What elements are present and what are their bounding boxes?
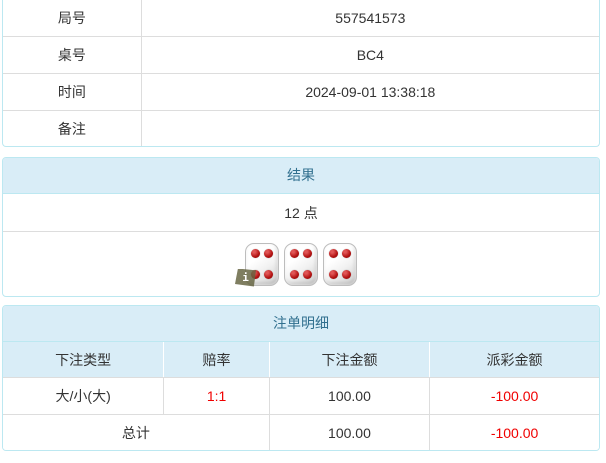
die-pip — [329, 249, 338, 259]
die-1: i — [235, 242, 279, 287]
die-pip — [290, 249, 299, 259]
total-payout-amount: -100.00 — [429, 415, 599, 450]
die-pip — [264, 269, 273, 279]
table-row: 局号 557541573 — [3, 0, 599, 36]
col-payout-amount: 派彩金额 — [429, 342, 599, 377]
dice-row: i — [3, 232, 599, 296]
time-value: 2024-09-01 13:38:18 — [305, 84, 436, 100]
die-pip — [303, 269, 312, 279]
bet-amount-value: 100.00 — [268, 378, 429, 414]
die-3 — [323, 242, 357, 286]
die-pip — [264, 249, 273, 259]
total-bet-amount: 100.00 — [268, 415, 429, 450]
table-row: 备注 — [3, 110, 599, 146]
die-face-4 — [284, 242, 318, 286]
bets-header-row: 下注类型 赔率 下注金额 派彩金额 — [3, 342, 599, 378]
game-info-table: 局号 557541573 桌号 BC4 时间 2024-09-01 13:38:… — [2, 0, 600, 147]
table-number-label: 桌号 — [3, 37, 142, 73]
die-pip — [290, 269, 299, 279]
bet-details-panel: 注单明细 下注类型 赔率 下注金额 派彩金额 大/小(大) 1:1 100.00… — [2, 305, 600, 451]
table-row: 时间 2024-09-01 13:38:18 — [3, 73, 599, 110]
total-label: 总计 — [121, 424, 150, 441]
die-2 — [284, 242, 318, 286]
remark-value — [142, 111, 599, 146]
die-pip — [251, 249, 260, 259]
bet-row: 大/小(大) 1:1 100.00 -100.00 — [3, 378, 599, 415]
info-badge-icon[interactable]: i — [235, 268, 256, 287]
page: 局号 557541573 桌号 BC4 时间 2024-09-01 13:38:… — [2, 0, 600, 451]
result-points: 12 点 — [3, 194, 599, 232]
result-panel-title: 结果 — [3, 158, 599, 194]
payout-amount-value: -100.00 — [429, 378, 599, 414]
die-pip — [303, 249, 312, 259]
odds-value: 1:1 — [163, 378, 268, 414]
die-pip — [342, 269, 351, 279]
table-number-value: BC4 — [356, 47, 384, 63]
col-odds: 赔率 — [163, 342, 268, 377]
time-label: 时间 — [3, 74, 142, 110]
result-panel: 结果 12 点 i — [2, 157, 600, 297]
die-pip — [251, 269, 260, 279]
bet-type-value: 大/小(大) — [55, 388, 111, 404]
round-number-value: 557541573 — [335, 10, 406, 26]
col-bet-type: 下注类型 — [55, 351, 112, 368]
die-pip — [342, 249, 351, 259]
col-bet-amount: 下注金额 — [268, 342, 429, 377]
remark-label: 备注 — [3, 111, 142, 146]
bet-details-title: 注单明细 — [3, 306, 599, 342]
total-row: 总计 100.00 -100.00 — [3, 415, 599, 450]
die-pip — [329, 269, 338, 279]
round-number-label: 局号 — [3, 0, 142, 36]
die-face-4 — [323, 242, 357, 286]
table-row: 桌号 BC4 — [3, 36, 599, 73]
